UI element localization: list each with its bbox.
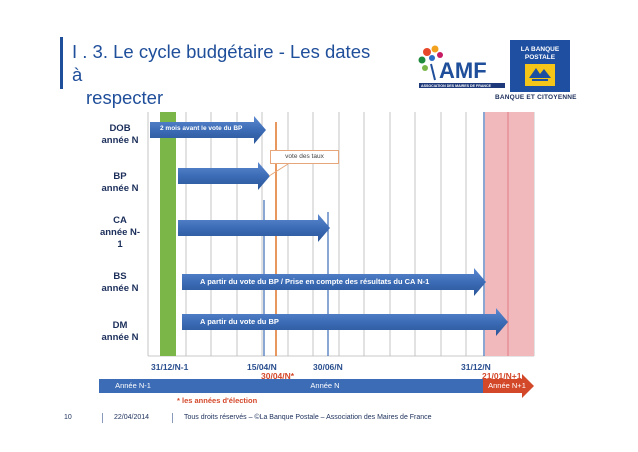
footer-separator-1 xyxy=(102,413,103,423)
timeline-bar-prev xyxy=(99,379,167,393)
row-label-bp: BP année N xyxy=(101,171,139,194)
dob-arrow-text: 2 mois avant le vote du BP xyxy=(160,125,243,132)
date-30-04-n: 30/04/N* xyxy=(261,371,295,381)
amf-logo: AMF ASSOCIATION DES MAIRES DE FRANCE xyxy=(413,40,509,92)
date-15-04-n: 15/04/N xyxy=(247,362,277,372)
date-30-06-n: 30/06/N xyxy=(313,362,343,372)
row-label-dm: DM année N xyxy=(101,320,139,343)
la-banque-postale-graphic: LA BANQUE POSTALE xyxy=(521,46,560,86)
amf-wordmark: AMF xyxy=(439,58,487,83)
bs-arrow-text: A partir du vote du BP / Prise en compte… xyxy=(200,277,430,286)
row-label-dob: DOB année N xyxy=(101,123,139,146)
year-current-label: Année N xyxy=(310,381,340,390)
election-note: * les années d'élection xyxy=(177,396,258,405)
vote-des-taux-callout: vote des taux xyxy=(270,150,339,164)
slide-title: I . 3. Le cycle budgétaire - Les dates à… xyxy=(72,40,372,109)
footer-separator-2 xyxy=(172,413,173,423)
date-31-12-n-1: 31/12/N-1 xyxy=(151,362,189,372)
amf-tagline: ASSOCIATION DES MAIRES DE FRANCE xyxy=(421,84,492,88)
bs-arrow xyxy=(182,268,486,296)
dm-arrow-text: A partir du vote du BP xyxy=(200,317,279,326)
bp-arrow xyxy=(178,162,270,190)
slide-title-line1: I . 3. Le cycle budgétaire - Les dates à xyxy=(72,41,371,85)
footer-page-number: 10 xyxy=(64,414,72,421)
footer-rights: Tous droits réservés – ©La Banque Postal… xyxy=(184,414,432,421)
ca-arrow xyxy=(178,214,330,242)
svg-text:LA BANQUE: LA BANQUE xyxy=(521,46,560,53)
la-banque-postale-logo: LA BANQUE POSTALE xyxy=(510,40,570,92)
title-accent-bar xyxy=(60,37,63,89)
year-prev-label: Année N-1 xyxy=(115,381,151,390)
green-band-year-end xyxy=(160,112,176,356)
year-next-label: Année N+1 xyxy=(488,381,526,390)
timeline-bar-current xyxy=(167,379,483,393)
date-31-12-n: 31/12/N xyxy=(461,362,491,372)
timeline-bar-next xyxy=(483,374,534,398)
dob-arrow xyxy=(150,116,266,144)
svg-text:POSTALE: POSTALE xyxy=(525,54,556,61)
row-label-bs: BS année N xyxy=(101,271,139,294)
slide-title-line2: respecter xyxy=(86,87,164,108)
dm-arrow xyxy=(182,308,508,336)
date-21-01-n1: 21/01/N+1 xyxy=(482,371,522,381)
callout-pointer xyxy=(268,163,289,177)
amf-logo-graphic: AMF ASSOCIATION DES MAIRES DE FRANCE xyxy=(418,45,505,88)
row-label-ca: CA année N- 1 xyxy=(99,215,141,250)
footer-date: 22/04/2014 xyxy=(114,414,150,421)
bank-caption: BANQUE ET CITOYENNE xyxy=(495,94,577,101)
